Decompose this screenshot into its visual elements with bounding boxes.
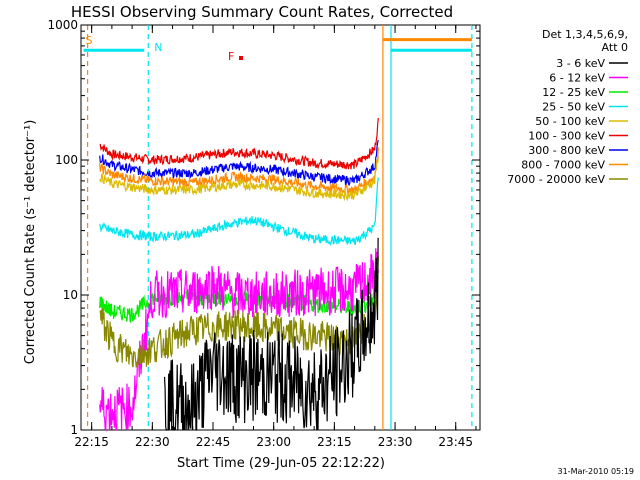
flag-n: N (154, 41, 162, 54)
series-line (99, 139, 379, 187)
legend-header-detectors: Det 1,3,4,5,6,9, (542, 28, 628, 41)
x-tick-label: 23:00 (256, 435, 291, 449)
series-group (99, 117, 379, 432)
series-line (99, 255, 379, 368)
series-line (99, 117, 379, 170)
x-tick-label: 23:15 (317, 435, 352, 449)
legend-label: 7000 - 20000 keV (507, 173, 605, 186)
x-tick-label: 22:45 (196, 435, 231, 449)
legend-label: 3 - 6 keV (556, 57, 605, 70)
x-tick-label: 23:30 (378, 435, 413, 449)
chart-title: HESSI Observing Summary Count Rates, Cor… (71, 3, 453, 21)
flag-markers: S N F (86, 34, 243, 63)
legend-label: 100 - 300 keV (528, 130, 605, 143)
x-tick-label: 22:30 (135, 435, 170, 449)
flag-s: S (86, 34, 93, 47)
x-tick-label: 22:15 (74, 435, 109, 449)
flag-f: F (228, 50, 234, 63)
x-tick-label: 23:45 (438, 435, 473, 449)
y-axis: 1 10 100 1000 (47, 18, 480, 437)
series-line (99, 147, 379, 196)
x-axis-label: Start Time (29-Jun-05 22:12:22) (177, 456, 385, 471)
series-line (99, 248, 379, 432)
legend-label: 300 - 800 keV (528, 144, 605, 157)
legend-label: 800 - 7000 keV (521, 159, 605, 172)
series-line (99, 156, 379, 202)
legend-label: 25 - 50 keV (542, 101, 605, 114)
legend-header-attenuator: Att 0 (602, 41, 628, 54)
series-line (163, 237, 379, 431)
y-tick-label: 1 (70, 423, 78, 437)
flare-marker (239, 56, 243, 60)
y-tick-label: 1000 (47, 18, 78, 32)
x-axis: 22:15 22:30 22:45 23:00 23:15 23:30 23:45 (74, 25, 477, 449)
legend-label: 12 - 25 keV (542, 86, 605, 99)
legend: Det 1,3,4,5,6,9, Att 0 3 - 6 keV 6 - 12 k… (507, 28, 628, 186)
legend-label: 6 - 12 keV (549, 72, 605, 85)
y-tick-label: 100 (55, 153, 78, 167)
series-line (99, 177, 379, 247)
y-axis-label: Corrected Count Rate (s⁻¹ detector⁻¹) (23, 120, 38, 365)
legend-label: 50 - 100 keV (535, 115, 605, 128)
level-bars (83, 38, 472, 52)
footer-datestamp: 31-Mar-2010 05:19 (558, 467, 635, 476)
y-tick-label: 10 (63, 288, 78, 302)
plot-area (80, 24, 481, 431)
